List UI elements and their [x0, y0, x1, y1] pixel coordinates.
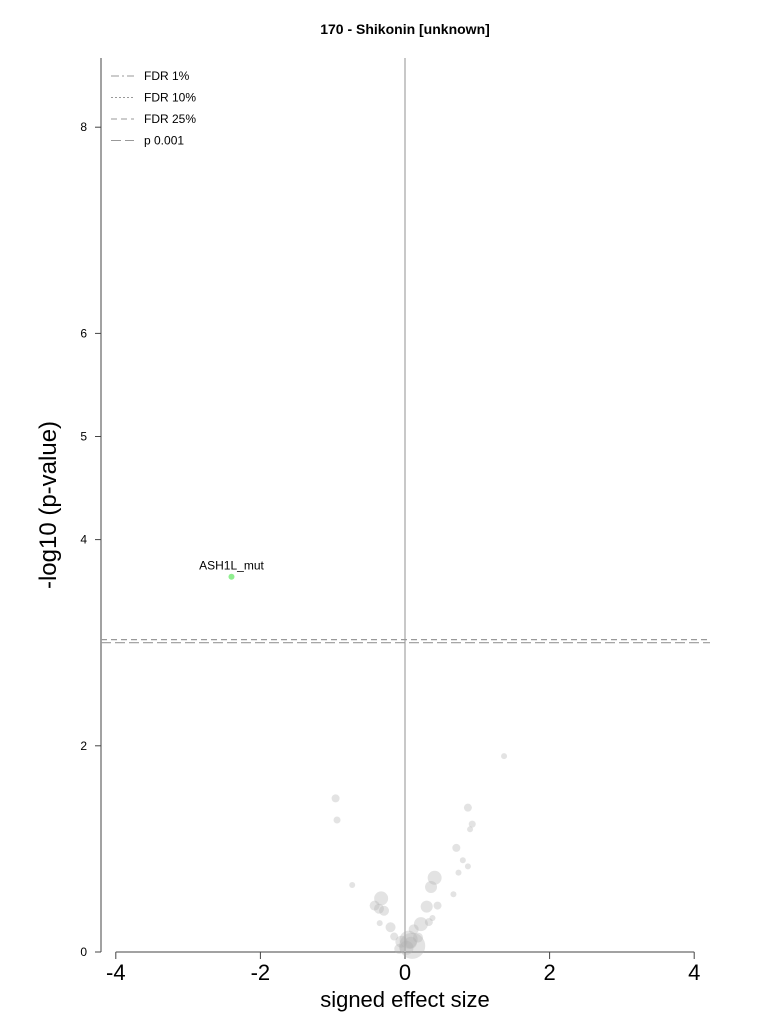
y-tick-label: 5: [80, 430, 87, 444]
point-label: ASH1L_mut: [199, 559, 264, 573]
data-point: [376, 920, 383, 927]
data-point: [394, 943, 405, 954]
data-point: [404, 936, 417, 949]
x-tick-label: 0: [399, 960, 411, 985]
chart-title: 170 - Shikonin [unknown]: [320, 21, 490, 37]
data-point: [420, 900, 433, 913]
data-point: [424, 918, 433, 927]
legend-label: p 0.001: [144, 134, 184, 148]
data-point: [369, 900, 380, 911]
x-tick-label: -2: [251, 960, 271, 985]
data-point: [395, 935, 408, 948]
data-point: [501, 753, 508, 760]
data-point: [349, 881, 356, 888]
data-point: [390, 932, 399, 941]
data-point: [429, 914, 436, 921]
data-point: [333, 816, 341, 824]
data-point: [455, 869, 462, 876]
data-point: [459, 857, 466, 864]
data-point: [450, 891, 457, 898]
data-point: [413, 917, 428, 932]
y-tick-label: 8: [80, 120, 87, 134]
data-point: [373, 903, 384, 914]
data-point: [379, 905, 390, 916]
x-tick-label: 2: [543, 960, 555, 985]
y-tick-label: 0: [80, 945, 87, 959]
data-point: [467, 826, 474, 833]
plot-area: 0 2 4 5 6 8 -4 -2 0 2 4 FDR 1% FDR 10% FDR 25% p 0.001…: [80, 58, 710, 985]
data-point: [408, 924, 419, 935]
legend-label: FDR 10%: [144, 91, 196, 105]
data-point: [374, 891, 389, 906]
legend-label: FDR 1%: [144, 69, 190, 83]
data-point: [399, 932, 426, 959]
data-point: [452, 843, 461, 852]
data-point: [425, 881, 438, 894]
x-axis-label: signed effect size: [320, 987, 490, 1012]
data-point: [385, 922, 396, 933]
data-point: [427, 870, 442, 885]
data-point: [399, 940, 414, 955]
data-point: [433, 901, 442, 910]
y-tick-label: 6: [80, 326, 87, 340]
y-axis-label: -log10 (p-value): [35, 421, 62, 589]
legend-label: FDR 25%: [144, 112, 196, 126]
x-tick-label: 4: [688, 960, 700, 985]
data-point: [464, 863, 471, 870]
data-point: [468, 820, 476, 828]
y-tick-label: 4: [80, 533, 87, 547]
y-tick-label: 2: [80, 739, 87, 753]
data-point: [413, 932, 424, 943]
data-point: [463, 803, 472, 812]
x-tick-label: -4: [106, 960, 126, 985]
highlighted-point: [228, 573, 235, 580]
data-point: [331, 794, 340, 803]
data-point: [399, 930, 418, 949]
